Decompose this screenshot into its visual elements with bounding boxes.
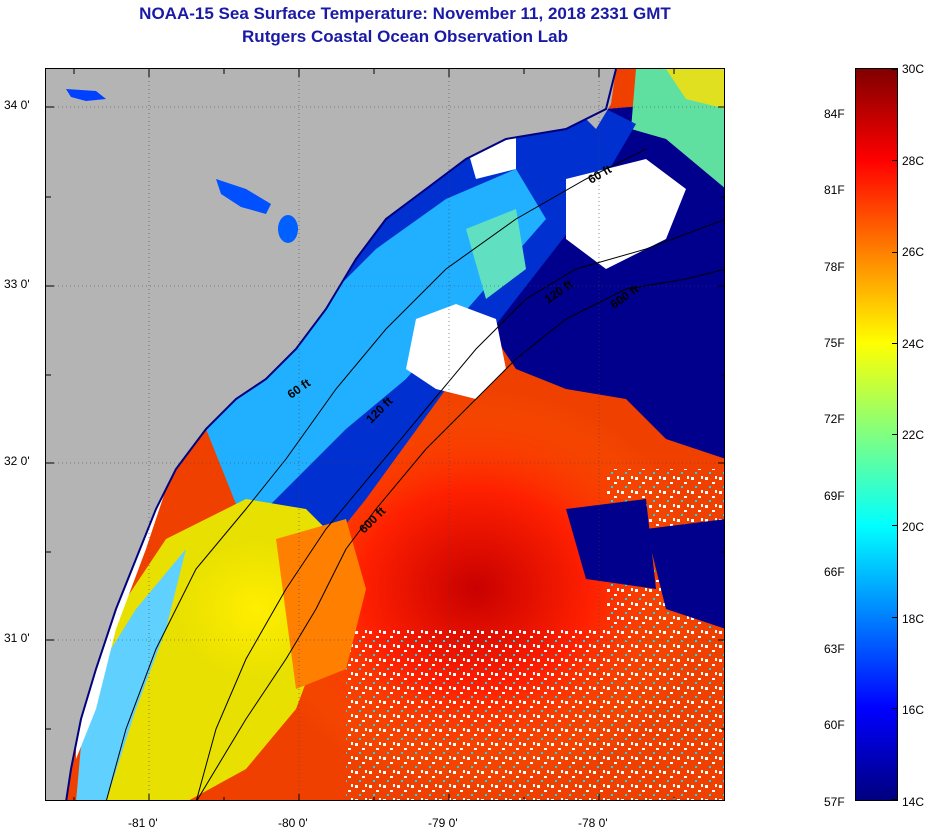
coastline — [65, 69, 617, 800]
map-gridlines — [46, 69, 724, 800]
latitude-label: 34 0' — [4, 98, 30, 112]
colorbar-celsius-label: 22C — [902, 428, 925, 442]
colorbar-fahrenheit-label: 60F — [824, 718, 845, 732]
colorbar-fahrenheit-label: 57F — [824, 795, 845, 809]
colorbar-tick — [892, 160, 897, 161]
colorbar-tick — [892, 69, 897, 70]
cloud-patch-northeast — [566, 159, 686, 269]
colorbar-tick — [892, 617, 897, 618]
coastal-cloud-strip — [76, 489, 166, 759]
depth-contour-120ft — [196, 219, 724, 800]
colorbar-tick — [892, 343, 897, 344]
colorbar-tick — [892, 434, 897, 435]
longitude-label: -81 0' — [128, 816, 158, 830]
colorbar-fahrenheit-label: 75F — [824, 336, 845, 350]
colorbar-fahrenheit-label: 81F — [824, 183, 845, 197]
shelf-cyan-band — [206, 169, 546, 529]
colorbar-fahrenheit-label: 84F — [824, 107, 845, 121]
cloud-patch-central — [406, 304, 506, 399]
latitude-label: 32 0' — [4, 454, 30, 468]
colorbar-celsius-label: 28C — [902, 154, 925, 168]
cold-water-patch-east — [646, 519, 724, 629]
depth-contour-60ft — [106, 148, 647, 800]
lake — [216, 179, 271, 214]
colorbar-tick — [892, 799, 897, 800]
map-ticks — [46, 69, 724, 800]
longitude-label: -78 0' — [578, 816, 608, 830]
colorbar-celsius-label: 30C — [902, 62, 925, 76]
sea-surface-temperature-map: 60 ft 120 ft 600 ft 60 ft 120 ft 600 ft — [45, 68, 725, 801]
colorbar-fahrenheit-label: 66F — [824, 565, 845, 579]
colorbar-celsius-label: 24C — [902, 337, 925, 351]
colorbar-fahrenheit-label: 69F — [824, 489, 845, 503]
map-subtitle: Rutgers Coastal Ocean Observation Lab — [242, 27, 568, 46]
colorbar-fahrenheit-label: 78F — [824, 260, 845, 274]
lake — [278, 215, 298, 243]
colorbar-celsius-label: 18C — [902, 612, 925, 626]
longitude-label: -80 0' — [278, 816, 308, 830]
land-mass — [46, 69, 616, 800]
map-title: NOAA-15 Sea Surface Temperature: Novembe… — [139, 4, 671, 23]
colorbar-celsius-label: 16C — [902, 703, 925, 717]
latitude-label: 33 0' — [4, 277, 30, 291]
longitude-label: -79 0' — [428, 816, 458, 830]
temperature-colorbar — [855, 68, 898, 801]
colorbar-fahrenheit-label: 63F — [824, 642, 845, 656]
depth-contour-600ft — [196, 268, 724, 800]
latitude-label: 31 0' — [4, 631, 30, 645]
colorbar-tick — [892, 708, 897, 709]
colorbar-celsius-label: 14C — [902, 795, 925, 809]
colorbar-tick — [892, 525, 897, 526]
cold-water-patch-southeast — [566, 499, 656, 589]
colorbar-celsius-label: 26C — [902, 245, 925, 259]
colorbar-tick — [892, 252, 897, 253]
colorbar-celsius-label: 20C — [902, 520, 925, 534]
colorbar-fahrenheit-label: 72F — [824, 412, 845, 426]
